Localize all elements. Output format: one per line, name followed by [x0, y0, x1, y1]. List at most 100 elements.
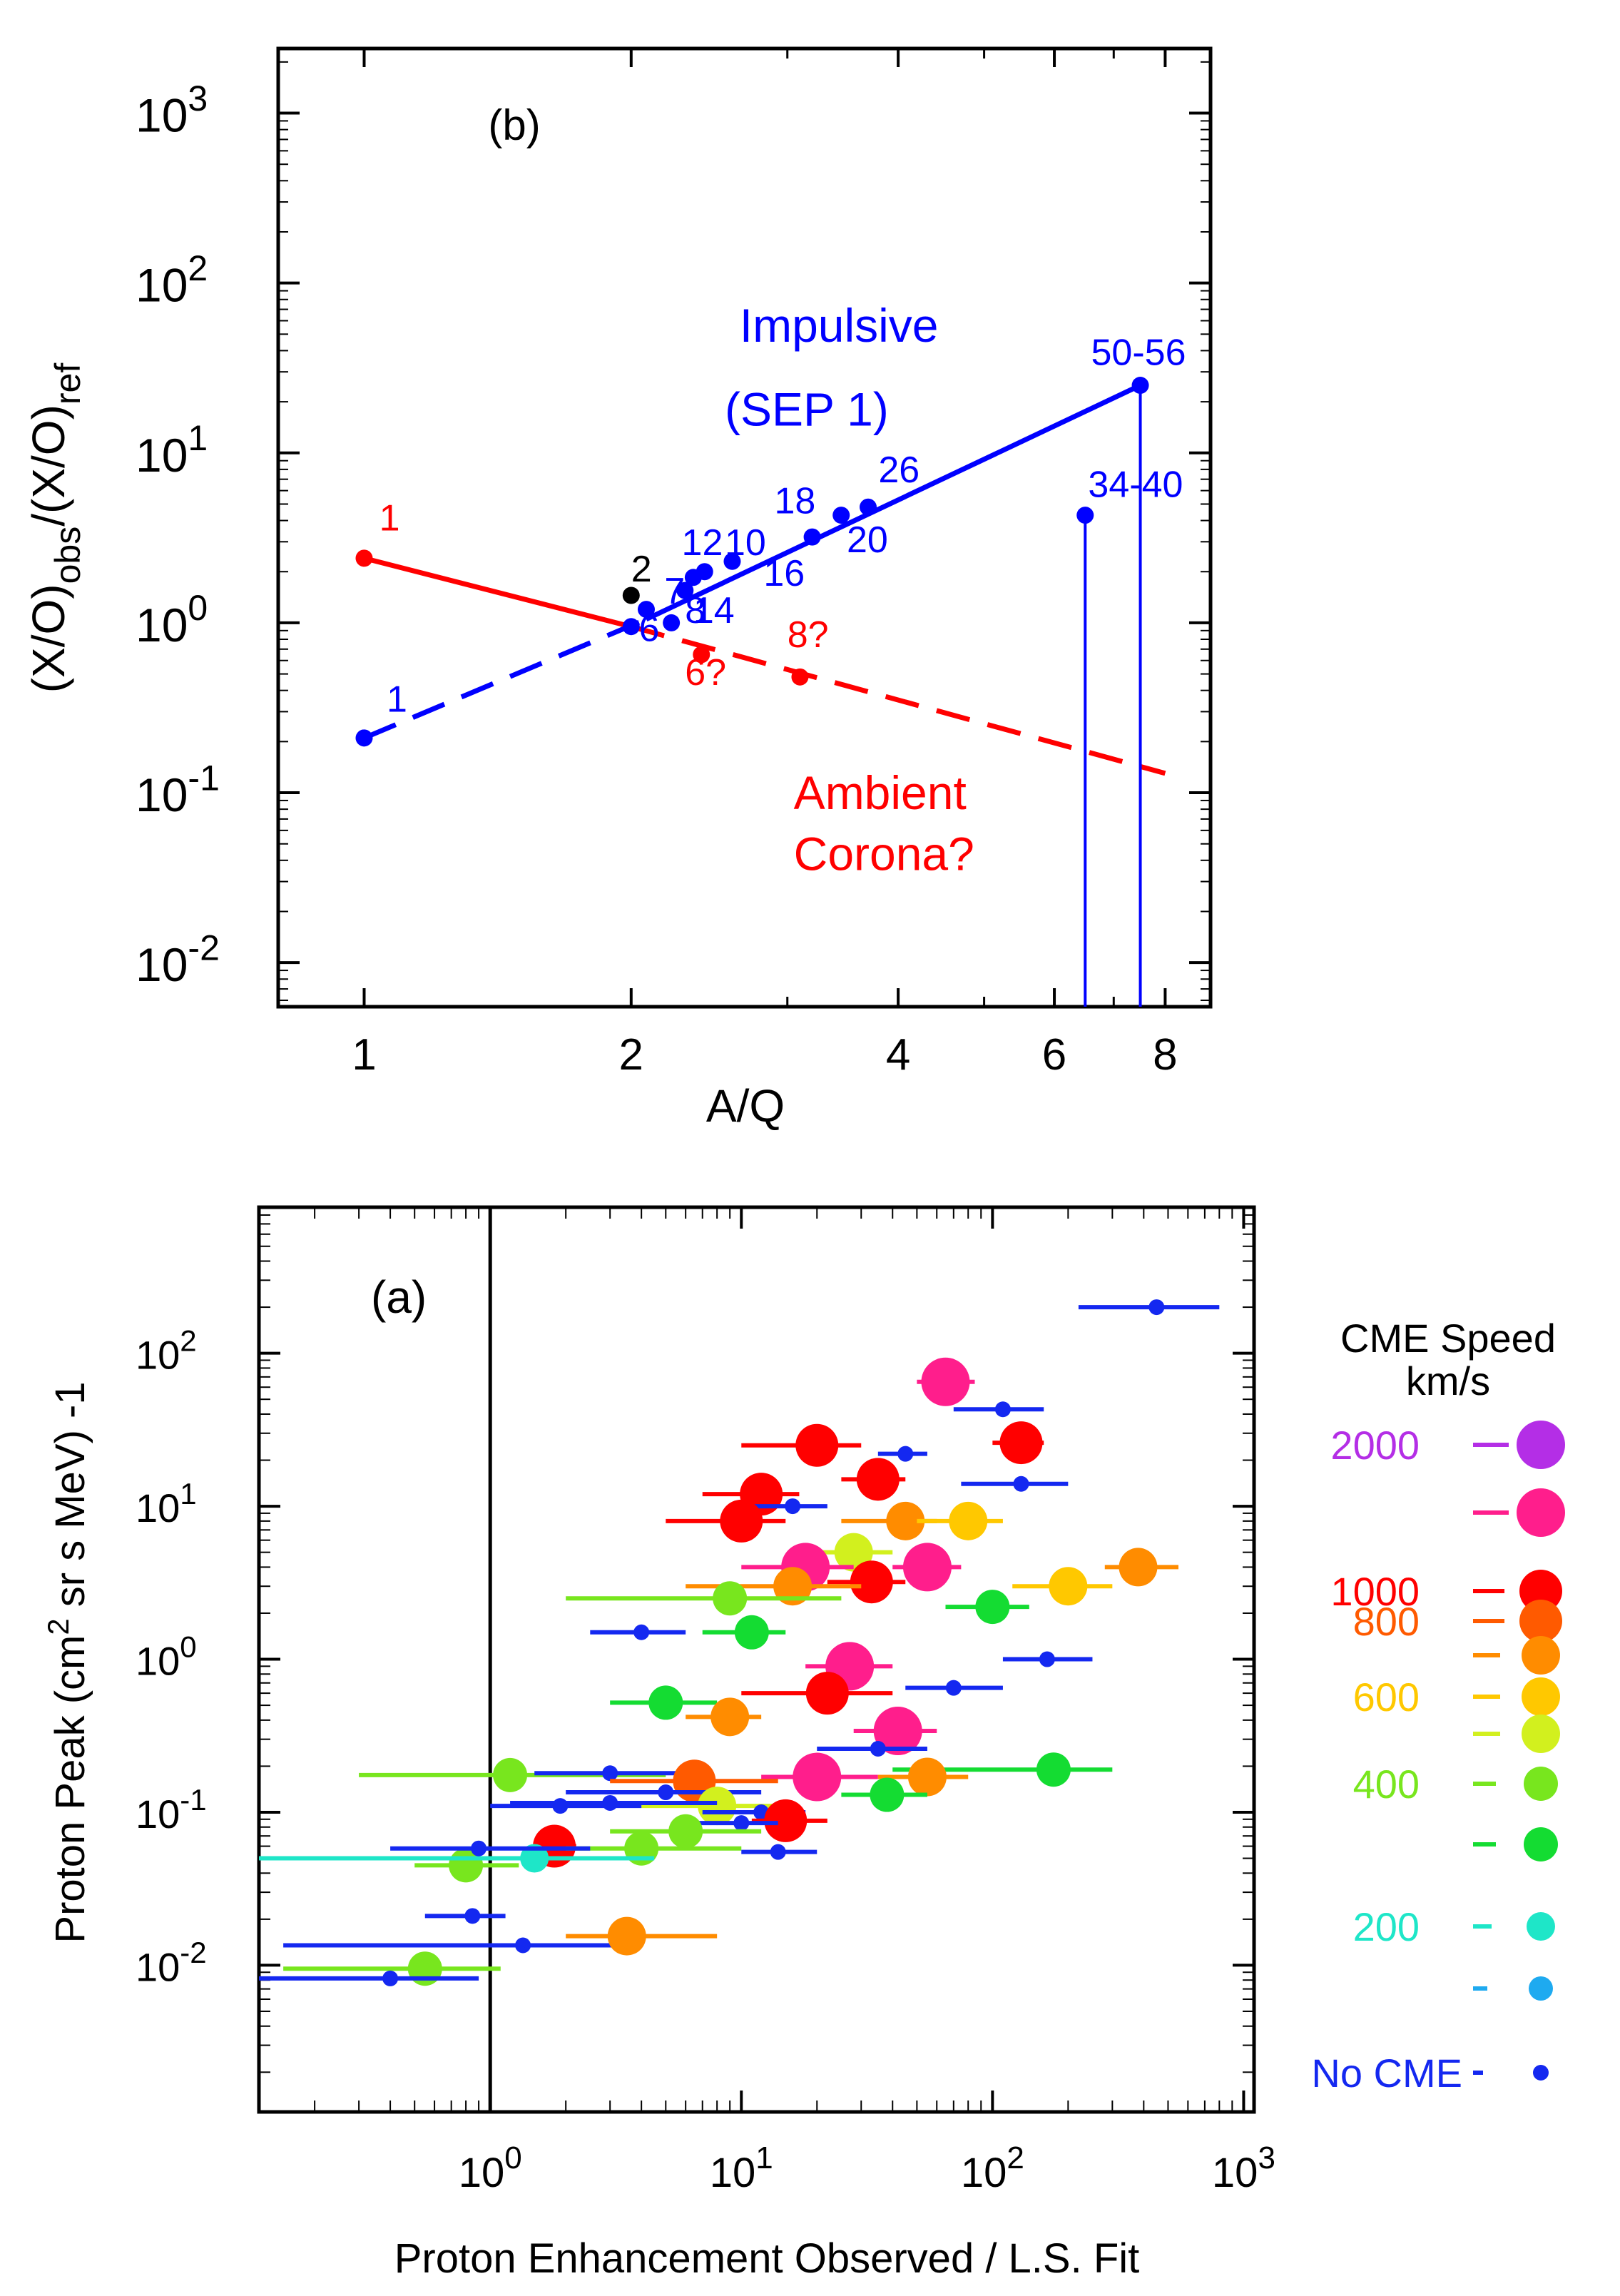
- b-y-tick-label: 100: [136, 588, 208, 651]
- b-data-point: [832, 507, 850, 524]
- a-x-tick-label: 101: [710, 2140, 773, 2196]
- b-series-line: [363, 555, 632, 629]
- legend-label: 1000: [1330, 1569, 1420, 1614]
- b-data-point: [1131, 377, 1149, 395]
- legend-label: 2000: [1330, 1423, 1420, 1468]
- a-data-point: [1013, 1475, 1029, 1492]
- a-data-point: [1039, 1651, 1055, 1667]
- a-data-point: [994, 1401, 1011, 1418]
- b-point-label: 12: [682, 522, 723, 564]
- b-annotation: Impulsive: [740, 299, 939, 352]
- b-y-tick-label: 103: [136, 78, 208, 142]
- a-data-point: [515, 1937, 531, 1954]
- a-data-point: [1036, 1752, 1071, 1787]
- b-y-tick-label: 10-2: [136, 928, 220, 991]
- legend-swatch: [1519, 1570, 1562, 1612]
- legend-swatch: [1517, 1488, 1565, 1537]
- a-data-point: [382, 1970, 399, 1986]
- b-data-point: [696, 563, 713, 581]
- panel-b-x-axis-label: A/Q: [706, 1080, 785, 1132]
- a-data-point: [870, 1777, 905, 1812]
- b-annotation: Ambient: [794, 766, 967, 819]
- b-y-tick-label: 101: [136, 418, 208, 482]
- a-data-point: [921, 1357, 970, 1406]
- a-data-point: [897, 1446, 914, 1462]
- panel-b-y-axis-label: (X/O)obs/(X/O)ref: [23, 363, 88, 694]
- b-data-point: [723, 552, 741, 570]
- a-data-point: [805, 1672, 849, 1715]
- b-x-tick-label: 4: [886, 1030, 910, 1080]
- a-data-point: [733, 1815, 750, 1832]
- a-data-point: [907, 1757, 947, 1797]
- a-data-point: [552, 1798, 569, 1814]
- b-point-label: 1: [387, 679, 407, 720]
- a-data-point: [902, 1543, 952, 1592]
- a-data-point: [710, 1697, 750, 1737]
- panel-a-label: (a): [371, 1271, 427, 1323]
- b-x-tick-label: 6: [1042, 1030, 1066, 1080]
- a-data-point: [785, 1498, 801, 1515]
- b-data-point: [1076, 507, 1094, 524]
- a-data-point: [658, 1784, 674, 1801]
- legend-label: 400: [1353, 1762, 1420, 1807]
- a-data-point: [633, 1624, 650, 1640]
- a-data-point: [770, 1844, 786, 1860]
- panel-a-data-points: [259, 1299, 1220, 1986]
- a-data-point: [493, 1757, 528, 1792]
- b-point-label: 8: [685, 590, 705, 631]
- a-data-point: [668, 1814, 703, 1849]
- a-data-point: [1148, 1299, 1165, 1316]
- b-point-label: 2: [631, 549, 652, 590]
- b-data-point: [637, 601, 655, 619]
- b-point-label: 34-40: [1088, 464, 1183, 506]
- a-data-point: [1119, 1548, 1158, 1587]
- legend-label: 800: [1353, 1599, 1420, 1644]
- a-data-point: [520, 1844, 549, 1873]
- a-y-tick-label: 101: [136, 1477, 197, 1530]
- legend-swatch: [1522, 1636, 1560, 1675]
- legend-subtitle: km/s: [1406, 1358, 1490, 1403]
- b-data-point: [622, 618, 640, 636]
- a-data-point: [648, 1685, 683, 1720]
- b-point-label: 26: [878, 449, 919, 491]
- a-data-point: [698, 1787, 737, 1826]
- legend-swatch: [1519, 1600, 1562, 1642]
- b-point-label: 1: [379, 497, 400, 539]
- panel-a-plot-frame: [257, 1205, 1256, 2114]
- legend-swatch: [1517, 1421, 1565, 1469]
- b-x-tick-label: 8: [1153, 1030, 1177, 1080]
- a-data-point: [945, 1680, 962, 1696]
- b-y-tick-label: 10-1: [136, 758, 220, 821]
- b-x-tick-label: 2: [619, 1030, 643, 1080]
- a-y-tick-label: 102: [136, 1324, 197, 1377]
- b-data-point: [693, 646, 710, 664]
- a-x-tick-label: 102: [961, 2140, 1024, 2196]
- a-data-point: [773, 1567, 812, 1606]
- a-data-point: [602, 1794, 618, 1811]
- b-data-point: [791, 668, 809, 686]
- a-data-point: [886, 1501, 925, 1540]
- panel-a-proton-peak-plot: 100 101 102 103 102 101 100 10-1 10-2 (a) Proton…: [41, 1205, 1275, 2282]
- panel-b-plot-frame: [276, 46, 1213, 1009]
- b-data-point: [859, 498, 877, 516]
- a-y-tick-label: 100: [136, 1630, 197, 1683]
- a-data-point: [713, 1581, 748, 1616]
- panel-a-y-axis-label: Proton Peak (cm2 sr s MeV) -1: [41, 1381, 93, 1943]
- panel-a-axis-ticks: 100 101 102 103 102 101 100 10-1 10-2: [136, 1207, 1275, 2196]
- panel-b-fit-lines: [363, 382, 1166, 776]
- legend-swatch: [1524, 1767, 1558, 1801]
- b-data-point: [676, 581, 694, 599]
- a-data-point: [793, 1752, 842, 1802]
- b-data-point: [803, 528, 821, 546]
- a-data-point: [856, 1458, 900, 1501]
- b-point-label: 6?: [685, 652, 726, 694]
- b-point-label: 14: [693, 590, 735, 631]
- a-data-point: [764, 1799, 808, 1842]
- legend-swatch: [1529, 1976, 1553, 2001]
- a-data-point: [407, 1951, 442, 1986]
- b-data-point: [355, 549, 373, 567]
